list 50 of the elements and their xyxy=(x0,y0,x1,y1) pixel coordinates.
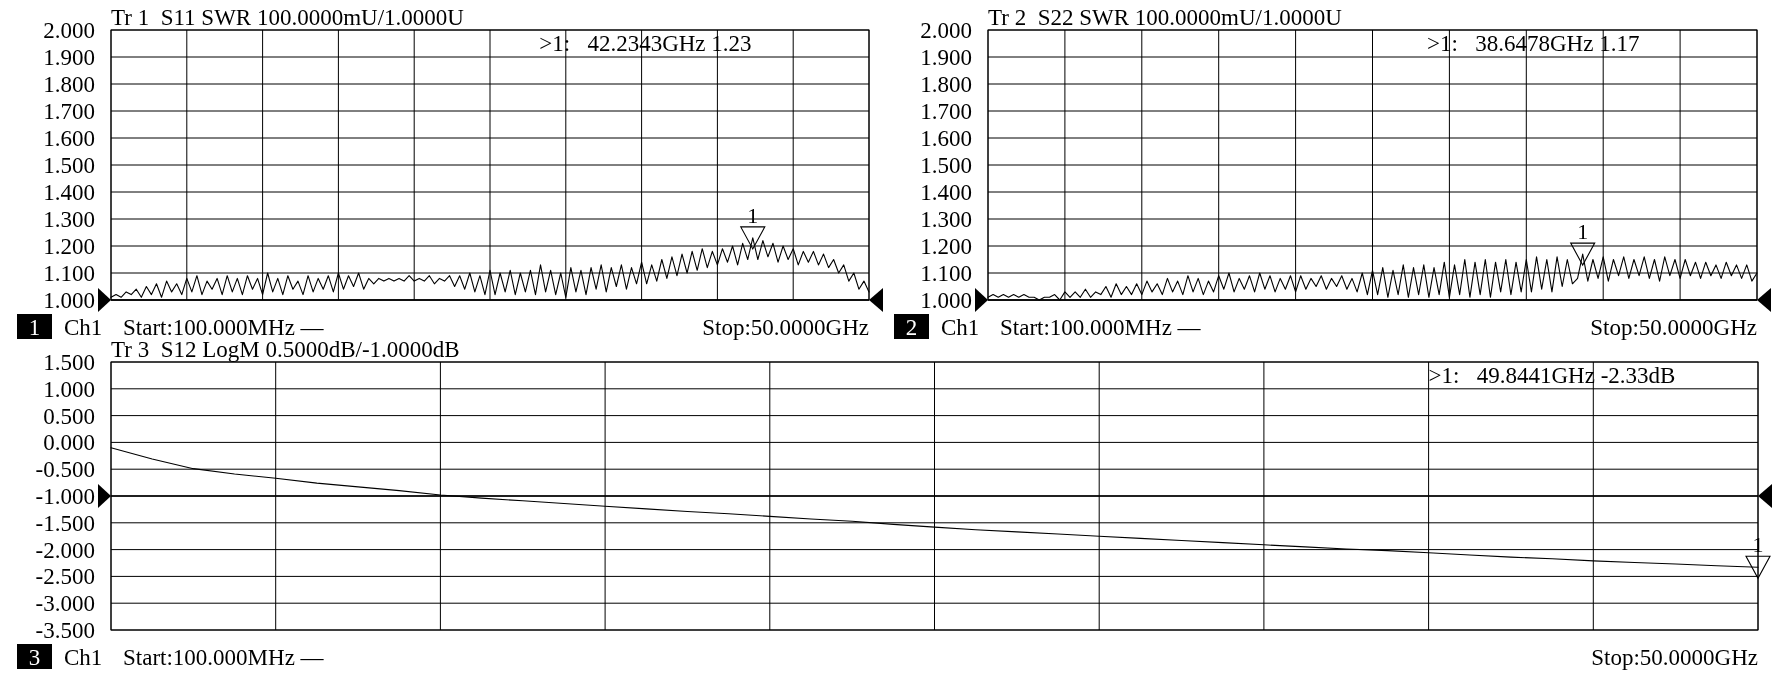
chart-title: Tr 2 S22 SWR 100.0000mU/1.0000U xyxy=(988,5,1343,30)
text: Stop:50.0000GHz xyxy=(1591,645,1758,670)
series-label: 1 xyxy=(1577,219,1589,245)
y-tick-label: 1.400 xyxy=(920,180,972,206)
y-tick-label: 1.200 xyxy=(43,234,95,260)
text: 3 xyxy=(28,645,41,670)
y-tick-label: 0.500 xyxy=(43,403,95,429)
y-tick-label: 0.000 xyxy=(43,430,95,456)
text: 1 xyxy=(28,315,41,340)
chart-title: Tr 3 S12 LogM 0.5000dB/-1.0000dB xyxy=(111,337,460,362)
y-tick-label: 1.500 xyxy=(43,153,95,179)
text: Ch1 xyxy=(941,315,980,340)
y-tick-label: -2.500 xyxy=(35,564,95,590)
y-tick-label: 1.400 xyxy=(43,180,95,206)
y-tick-label: 1.600 xyxy=(920,126,972,152)
text: Stop:50.0000GHz xyxy=(1590,315,1757,340)
y-tick-label: 1.800 xyxy=(43,72,95,98)
series-label: 1 xyxy=(747,202,759,228)
text: Start:100.000MHz — xyxy=(1000,315,1202,340)
y-tick-label: 1.700 xyxy=(920,99,972,125)
y-tick-label: 1.000 xyxy=(43,288,95,314)
y-tick-label: 1.300 xyxy=(920,207,972,233)
y-tick-label: 1.500 xyxy=(920,153,972,179)
y-tick-label: 1.000 xyxy=(920,288,972,314)
y-tick-label: -2.000 xyxy=(35,537,95,563)
y-tick-label: 1.800 xyxy=(920,72,972,98)
y-tick-label: -0.500 xyxy=(35,457,95,483)
text: Start:100.000MHz — xyxy=(123,645,325,670)
y-tick-label: 1.000 xyxy=(43,376,95,402)
y-tick-label: -3.000 xyxy=(35,591,95,617)
y-tick-label: 1.900 xyxy=(43,45,95,71)
y-tick-label: 1.700 xyxy=(43,99,95,125)
y-tick-label: -1.500 xyxy=(35,510,95,536)
y-tick-label: 2.000 xyxy=(43,18,95,44)
y-tick-label: 1.900 xyxy=(920,45,972,71)
text: Ch1 xyxy=(64,315,103,340)
y-tick-label: 1.600 xyxy=(43,126,95,152)
text: Ch1 xyxy=(64,645,103,670)
y-tick-label: 1.200 xyxy=(920,234,972,260)
text: Stop:50.0000GHz xyxy=(702,315,869,340)
y-tick-label: 1.500 xyxy=(43,350,95,376)
y-tick-label: 1.100 xyxy=(920,261,972,287)
y-tick-label: 2.000 xyxy=(920,18,972,44)
chart-title: Tr 1 S11 SWR 100.0000mU/1.0000U xyxy=(111,5,465,30)
y-tick-label: -3.500 xyxy=(35,618,95,644)
text: 2 xyxy=(905,315,918,340)
y-tick-label: -1.000 xyxy=(35,484,95,510)
y-tick-label: 1.300 xyxy=(43,207,95,233)
text: Start:100.000MHz — xyxy=(123,315,325,340)
y-tick-label: 1.100 xyxy=(43,261,95,287)
